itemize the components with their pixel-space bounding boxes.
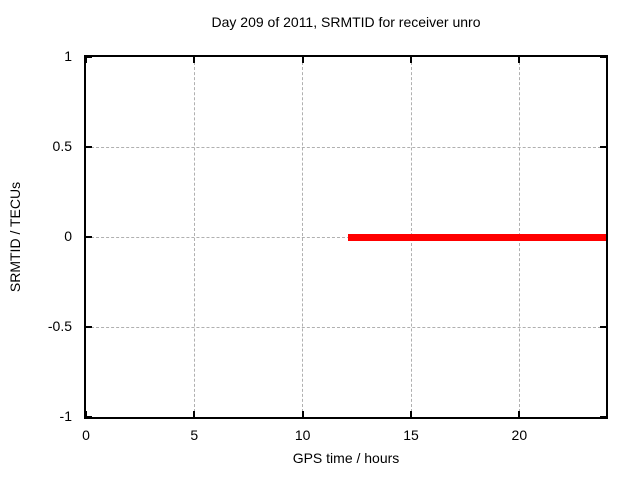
y-tick-label: 1 bbox=[64, 48, 72, 64]
x-tick-bottom bbox=[193, 411, 196, 417]
x-tick-top bbox=[85, 57, 87, 63]
y-gridline bbox=[86, 326, 606, 328]
y-gridline bbox=[86, 236, 606, 238]
x-tick-label: 5 bbox=[190, 427, 199, 443]
y-tick-left bbox=[86, 146, 92, 148]
x-tick-top bbox=[301, 57, 304, 63]
y-tick-right bbox=[600, 146, 606, 148]
y-tick-left bbox=[86, 416, 92, 418]
x-axis-title: GPS time / hours bbox=[292, 450, 400, 466]
x-tick-bottom bbox=[301, 411, 304, 417]
x-tick-bottom bbox=[410, 411, 412, 417]
x-tick-label: 0 bbox=[82, 427, 90, 443]
y-tick-right bbox=[600, 56, 606, 58]
x-tick-bottom bbox=[518, 411, 521, 417]
x-tick-top bbox=[410, 57, 412, 63]
y-tick-right bbox=[600, 416, 606, 418]
x-tick-label: 20 bbox=[511, 427, 528, 443]
x-tick-top bbox=[518, 57, 521, 63]
x-tick-bottom bbox=[85, 411, 87, 417]
y-tick-right bbox=[600, 326, 606, 328]
y-gridline bbox=[86, 146, 606, 148]
y-tick-label: -1 bbox=[59, 408, 72, 424]
y-tick-label: 0.5 bbox=[52, 138, 72, 154]
y-tick-left bbox=[86, 56, 92, 58]
series-line-srmtid bbox=[348, 233, 606, 241]
chart-title: Day 209 of 2011, SRMTID for receiver unr… bbox=[211, 14, 481, 30]
plot-area bbox=[84, 55, 608, 419]
y-tick-left bbox=[86, 236, 92, 238]
x-tick-top bbox=[193, 57, 196, 63]
y-tick-label: -0.5 bbox=[47, 318, 72, 334]
x-tick-label: 10 bbox=[294, 427, 311, 443]
x-tick-label: 15 bbox=[403, 427, 419, 443]
y-tick-left bbox=[86, 326, 92, 328]
y-tick-label: 0 bbox=[64, 228, 72, 244]
